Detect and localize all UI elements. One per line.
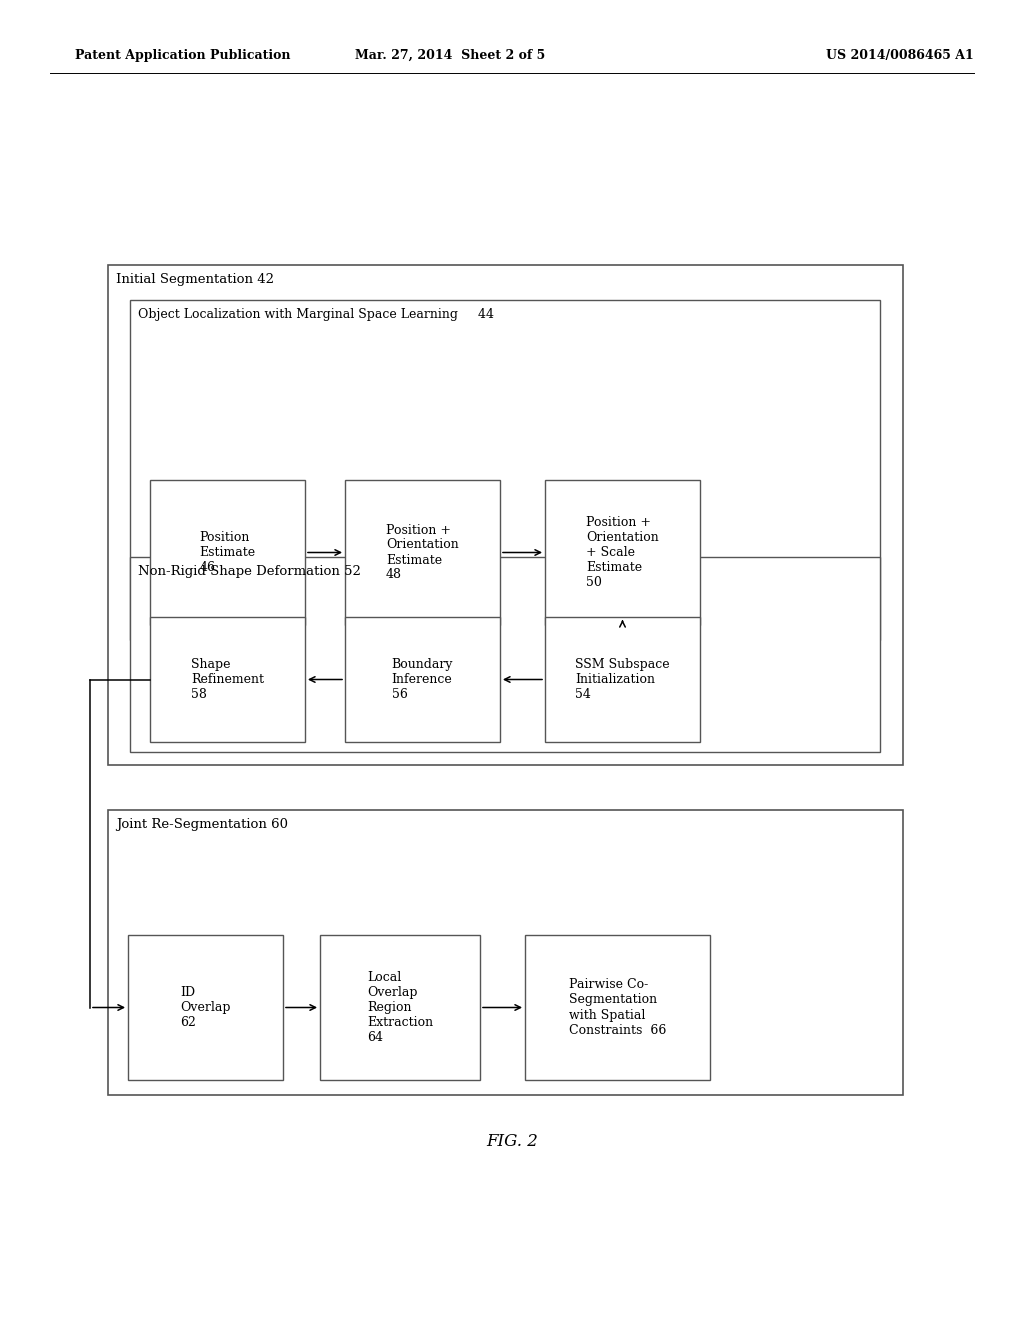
Bar [345,616,500,742]
Bar [108,265,903,766]
Text: Shape
Refinement
58: Shape Refinement 58 [191,657,264,701]
Text: Position +
Orientation
+ Scale
Estimate
50: Position + Orientation + Scale Estimate … [586,516,658,589]
Bar [130,300,880,640]
Bar [525,935,710,1080]
Text: US 2014/0086465 A1: US 2014/0086465 A1 [826,49,974,62]
Bar [150,480,305,624]
Text: Object Localization with Marginal Space Learning     44: Object Localization with Marginal Space … [138,308,494,321]
Text: Boundary
Inference
56: Boundary Inference 56 [392,657,454,701]
Bar [128,935,283,1080]
Bar [545,480,700,624]
Text: Position +
Orientation
Estimate
48: Position + Orientation Estimate 48 [386,524,459,582]
Text: Patent Application Publication: Patent Application Publication [75,49,291,62]
Text: Position
Estimate
46: Position Estimate 46 [200,531,256,574]
Bar [130,557,880,752]
Text: FIG. 2: FIG. 2 [486,1134,538,1151]
Text: Mar. 27, 2014  Sheet 2 of 5: Mar. 27, 2014 Sheet 2 of 5 [355,49,545,62]
Bar [108,810,903,1096]
Bar [150,616,305,742]
Text: Local
Overlap
Region
Extraction
64: Local Overlap Region Extraction 64 [367,972,433,1044]
Text: Joint Re-Segmentation 60: Joint Re-Segmentation 60 [116,818,288,832]
Bar [345,480,500,624]
Text: Non-Rigid Shape Deformation 52: Non-Rigid Shape Deformation 52 [138,565,360,578]
Text: Pairwise Co-
Segmentation
with Spatial
Constraints  66: Pairwise Co- Segmentation with Spatial C… [568,978,667,1036]
Text: ID
Overlap
62: ID Overlap 62 [180,986,230,1030]
Bar [319,935,480,1080]
Text: SSM Subspace
Initialization
54: SSM Subspace Initialization 54 [575,657,670,701]
Text: Initial Segmentation 42: Initial Segmentation 42 [116,273,274,286]
Bar [545,616,700,742]
